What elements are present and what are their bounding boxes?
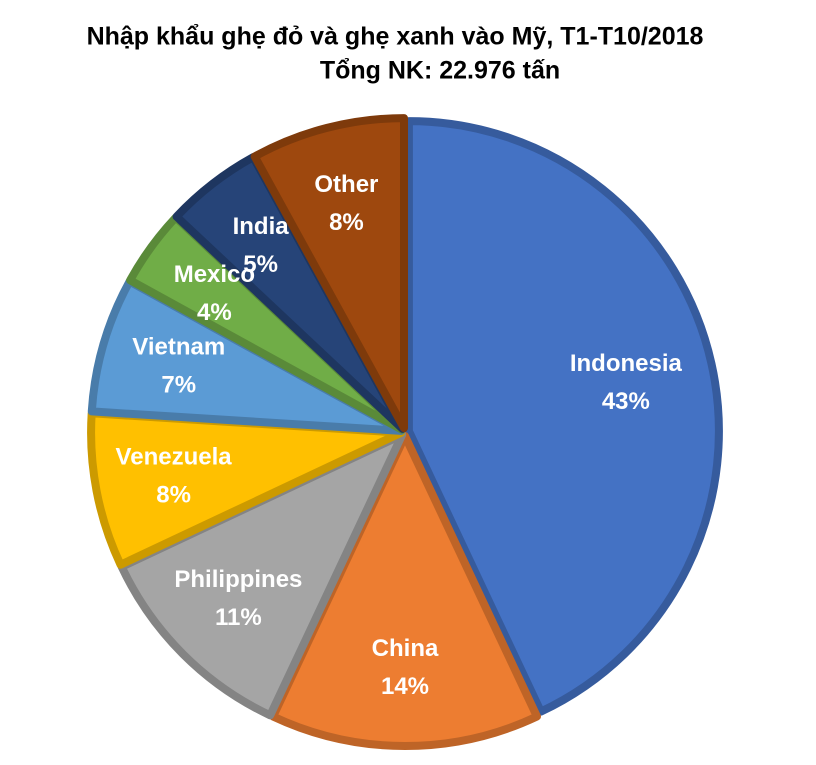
slice-label: Other xyxy=(314,171,378,198)
slice-value-label: 11% xyxy=(215,604,262,631)
pie-slice xyxy=(404,117,723,716)
slice-label: China xyxy=(372,635,439,662)
chart-subtitle: Tổng NK: 22.976 tấn xyxy=(320,57,560,85)
slice-value-label: 14% xyxy=(381,673,429,700)
slice-value-label: 5% xyxy=(243,251,278,278)
pie-slice xyxy=(117,430,407,720)
slice-label: Philippines xyxy=(174,566,302,593)
slice-label: Indonesia xyxy=(570,350,683,377)
pie-slice xyxy=(87,409,406,569)
slice-label: India xyxy=(233,213,290,240)
pie-slice xyxy=(269,432,541,750)
slice-label: Vietnam xyxy=(132,334,225,361)
slice-label: Venezuela xyxy=(116,443,233,470)
slice-value-label: 43% xyxy=(602,388,650,415)
slice-value-label: 8% xyxy=(156,481,191,508)
chart-title: Nhập khẩu ghẹ đỏ và ghẹ xanh vào Mỹ, T1-… xyxy=(87,23,704,51)
slice-label: Mexico xyxy=(174,261,255,288)
pie-slice xyxy=(87,277,406,435)
pie xyxy=(87,114,723,750)
pie-slice xyxy=(250,114,409,433)
slice-value-label: 7% xyxy=(161,372,196,399)
slice-value-label: 4% xyxy=(197,299,232,326)
slice-value-label: 8% xyxy=(329,209,364,236)
